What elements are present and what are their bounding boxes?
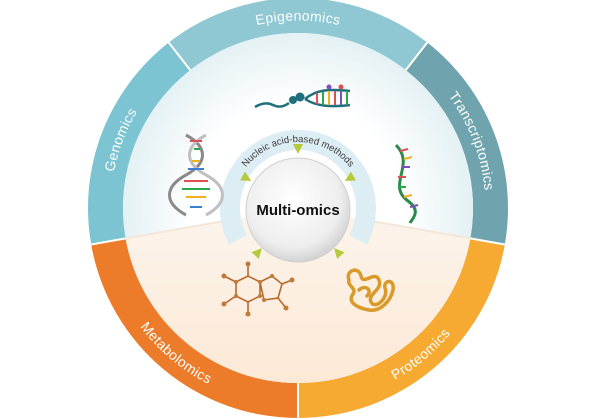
segment-divider: [167, 41, 192, 71]
nucleic-acid-arc: [220, 129, 376, 245]
segment-divider: [91, 237, 126, 246]
arrow-markers: [240, 144, 356, 259]
inner-divider: [125, 217, 240, 240]
segment-divider: [404, 41, 429, 71]
label-epigenomics: Epigenomics: [254, 7, 342, 28]
center-sphere: [245, 157, 351, 263]
center-label: Multi-omics: [256, 202, 339, 219]
protein-fold-icon: [346, 268, 395, 312]
segment-proteomics: [298, 238, 505, 418]
arrow-marker: [344, 171, 356, 181]
molecule-icon: [221, 261, 295, 317]
dna-methylation-icon: [254, 84, 351, 109]
arrow-marker: [240, 171, 252, 181]
rna-strand-icon: [394, 143, 419, 224]
arrow-marker: [334, 248, 345, 259]
dna-helix-icon: [168, 133, 224, 217]
arrow-marker: [293, 144, 303, 154]
segment-epigenomics: [168, 0, 428, 71]
segment-dividers: [91, 41, 505, 418]
inner-divider: [356, 217, 471, 240]
segment-transcriptomics: [405, 42, 508, 245]
segment-genomics: [88, 42, 191, 245]
segment-divider: [470, 237, 505, 246]
segment-metabolomics: [91, 238, 298, 418]
arrow-marker: [251, 248, 262, 259]
inner-disc-lower: [125, 208, 471, 384]
